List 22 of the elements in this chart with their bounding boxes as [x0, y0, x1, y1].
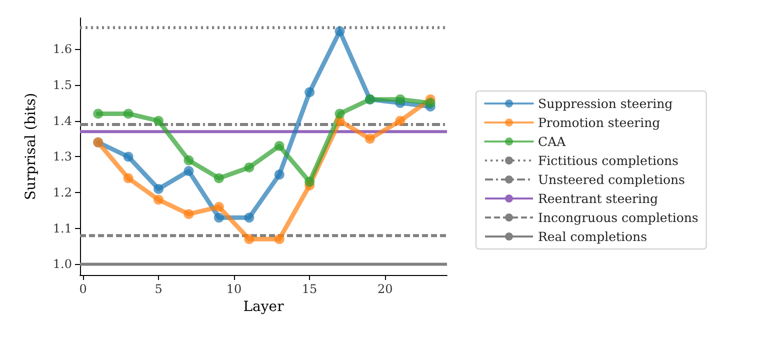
- y-tick-label: 1.1: [52, 221, 72, 236]
- legend-label: Suppression steering: [538, 96, 673, 111]
- legend-label: Promotion steering: [538, 115, 660, 130]
- y-tick-label: 1.3: [52, 150, 72, 164]
- x-tick-label: 10: [226, 282, 242, 296]
- legend-label: Incongruous completions: [538, 210, 698, 225]
- legend-label: Unsteered completions: [538, 172, 685, 187]
- y-axis-title: Surprisal (bits): [23, 92, 39, 200]
- y-tick-label: 1.6: [52, 42, 72, 56]
- y-tick-label: 1.2: [52, 186, 72, 200]
- x-tick-label: 5: [154, 282, 162, 296]
- x-axis-title: Layer: [243, 298, 284, 315]
- x-tick-label: 20: [377, 282, 393, 296]
- y-tick-label: 1.0: [52, 257, 72, 272]
- x-tick-label: 0: [79, 282, 87, 296]
- y-tick-label: 1.4: [52, 114, 72, 128]
- legend-label: Real completions: [538, 229, 648, 244]
- legend-label: CAA: [538, 134, 567, 149]
- legend-label: Reentrant steering: [538, 191, 658, 206]
- x-tick-label: 15: [302, 282, 318, 296]
- legend-label: Fictitious completions: [538, 153, 678, 168]
- y-tick-label: 1.5: [52, 78, 72, 92]
